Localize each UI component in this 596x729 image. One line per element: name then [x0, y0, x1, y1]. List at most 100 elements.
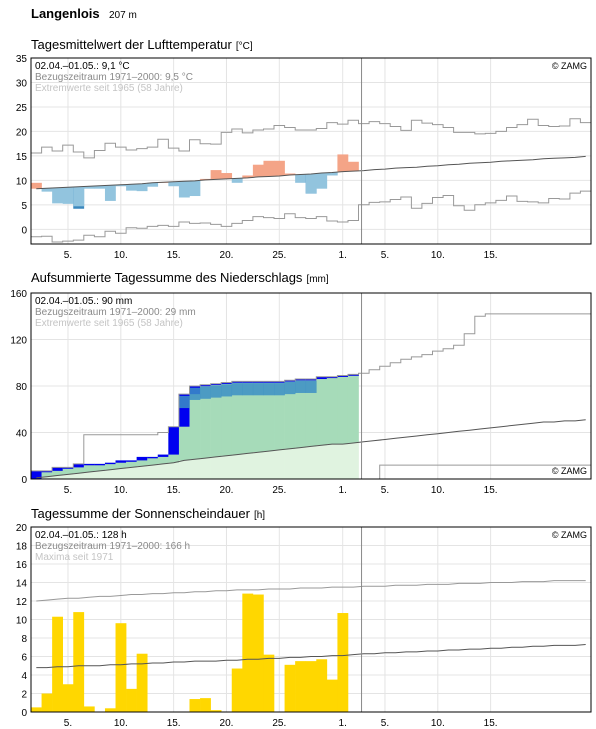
precip-surplus-area — [284, 380, 296, 449]
temperature-deviation-bar — [337, 154, 349, 172]
precip-daily-increment — [210, 383, 222, 386]
precip-daily-increment — [347, 374, 359, 376]
y-tick-label: 0 — [21, 475, 27, 486]
y-tick-label: 20 — [16, 523, 28, 534]
precip-daily-increment — [136, 456, 148, 461]
precip-recent-band — [200, 386, 211, 399]
precip-normal-area — [136, 466, 148, 479]
x-tick-label: 10. — [431, 718, 445, 729]
sunshine-bar — [115, 623, 127, 712]
max-extreme-line — [31, 313, 591, 472]
precip-normal-area — [189, 459, 201, 479]
x-tick-label: 5. — [381, 718, 389, 729]
temperature-deviation-bar — [62, 187, 74, 204]
temperature-deviation-bar — [83, 186, 95, 189]
temperature-deviation-bar — [136, 183, 148, 192]
precip-normal-area — [210, 456, 222, 479]
x-tick-label: 10. — [114, 718, 128, 729]
sunshine-bar — [295, 661, 307, 712]
sunshine-bar — [104, 708, 116, 712]
precip-recent-band — [274, 383, 285, 396]
y-tick-label: 30 — [16, 78, 28, 89]
sunshine-bar — [73, 612, 85, 712]
x-tick-label: 10. — [114, 250, 128, 261]
precip-daily-increment — [94, 463, 106, 466]
precip-daily-increment — [178, 394, 190, 427]
x-tick-label: 5. — [381, 250, 389, 261]
precip-surplus-area — [52, 467, 63, 476]
info-line: Bezugszeitraum 1971–2000: 166 h — [35, 541, 190, 552]
temperature-deviation-bar — [305, 174, 317, 194]
precip-normal-area — [200, 458, 211, 479]
sunshine-bar — [242, 593, 254, 712]
precip-surplus-area — [178, 394, 190, 461]
y-tick-label: 0 — [21, 708, 27, 719]
max-sunshine-line — [36, 580, 586, 602]
station-altitude: 207 m — [109, 10, 137, 21]
temperature-deviation-bar — [147, 182, 159, 187]
precip-recent-band — [231, 383, 243, 396]
sunshine-bar — [31, 707, 42, 712]
precip-surplus-area — [189, 386, 201, 460]
precip-normal-area — [337, 444, 349, 479]
precip-recent-band — [242, 383, 254, 396]
precip-recent-band — [295, 380, 307, 393]
sunshine-bar — [263, 654, 275, 712]
temperature-deviation-bar — [41, 188, 53, 192]
sunshine-bar — [305, 661, 317, 712]
temperature-deviation-bar — [316, 173, 328, 189]
normal-precip-line — [36, 419, 586, 479]
temperature-deviation-bar — [231, 178, 243, 183]
temperature-deviation-bar — [31, 182, 42, 189]
precip-surplus-area — [104, 462, 116, 470]
precip-normal-area — [115, 468, 127, 479]
x-tick-label: 1. — [339, 250, 347, 261]
precip-daily-increment — [41, 470, 53, 473]
info-line: Extremwerte seit 1965 (58 Jahre) — [35, 318, 183, 329]
precip-surplus-area — [94, 463, 106, 471]
temperature-deviation-bar — [189, 180, 201, 197]
chart-unit: [°C] — [236, 41, 253, 52]
sunshine-bar — [83, 706, 95, 712]
precip-daily-increment — [52, 467, 63, 471]
x-tick-label: 25. — [272, 718, 286, 729]
precip-normal-area — [231, 454, 243, 479]
temperature-deviation-bar — [347, 161, 359, 172]
precip-daily-increment — [242, 381, 254, 383]
x-tick-label: 20. — [220, 250, 234, 261]
precip-normal-area — [94, 470, 106, 479]
precip-daily-increment — [305, 379, 317, 381]
precip-daily-increment — [104, 462, 116, 465]
info-line: Extremwerte seit 1965 (58 Jahre) — [35, 83, 183, 94]
precip-daily-increment — [316, 376, 328, 380]
x-tick-label: 15. — [167, 485, 181, 496]
precip-daily-increment — [252, 381, 264, 383]
y-tick-label: 14 — [16, 579, 28, 590]
sunshine-bar — [52, 616, 63, 712]
x-tick-label: 1. — [339, 485, 347, 496]
x-tick-label: 5. — [64, 250, 72, 261]
precip-surplus-area — [126, 460, 137, 468]
y-tick-label: 12 — [16, 597, 28, 608]
sunshine-bar — [210, 710, 222, 712]
copyright-label: © ZAMG — [552, 61, 587, 71]
precip-normal-area — [252, 452, 264, 479]
x-tick-label: 10. — [114, 485, 128, 496]
precip-recent-band — [263, 383, 275, 396]
sunshine-chart: Tagessumme der Sonnenscheindauer [h]20181… — [16, 506, 592, 729]
x-tick-label: 15. — [484, 718, 498, 729]
precip-normal-area — [316, 445, 328, 479]
precip-surplus-area — [326, 376, 338, 445]
info-line: Bezugszeitraum 1971–2000: 29 mm — [35, 307, 196, 318]
y-tick-label: 6 — [21, 653, 27, 664]
precip-surplus-area — [62, 467, 74, 475]
precip-normal-area — [52, 475, 63, 479]
y-tick-label: 2 — [21, 690, 27, 701]
sunshine-bar — [126, 688, 137, 712]
precip-surplus-area — [231, 381, 243, 455]
x-tick-label: 25. — [272, 250, 286, 261]
temperature-deviation-bar — [274, 160, 285, 176]
info-line: Bezugszeitraum 1971–2000: 9,5 °C — [35, 72, 193, 83]
sunshine-bar — [41, 693, 53, 712]
